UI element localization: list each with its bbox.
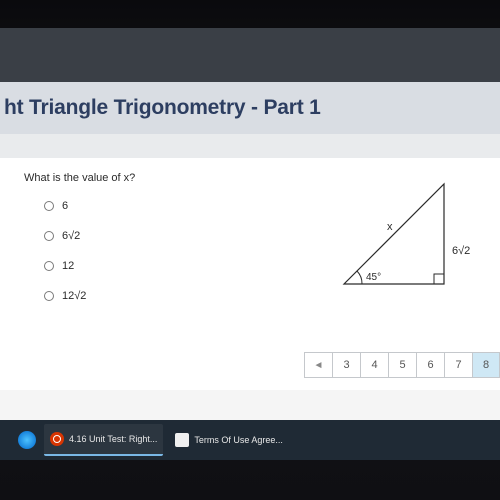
start-button[interactable]: [16, 429, 38, 451]
option-label: 12: [62, 260, 74, 272]
pager-prev-button[interactable]: ◄: [304, 352, 332, 378]
angle-label: 45°: [366, 272, 381, 283]
windows-logo-icon: [18, 431, 36, 449]
browser-chrome-area: [0, 28, 500, 82]
radio-icon: [44, 201, 54, 211]
question-panel: What is the value of x? 6 6√2 12 12√2: [0, 158, 500, 390]
pager-page-8[interactable]: 8: [472, 352, 500, 378]
triangle-diagram: 45° x 6√2: [334, 174, 474, 294]
taskbar-item-label: Terms Of Use Agree...: [194, 435, 283, 445]
sub-header-band: [0, 134, 500, 158]
option-label: 6: [62, 200, 68, 212]
option-label: 6√2: [62, 230, 80, 242]
taskbar-item-unit-test[interactable]: 4.16 Unit Test: Right...: [44, 424, 163, 456]
option-4[interactable]: 12√2: [44, 290, 86, 302]
canvas-app-icon: [50, 432, 64, 446]
pager-page-3[interactable]: 3: [332, 352, 360, 378]
hypotenuse-label: x: [387, 221, 393, 233]
pager-page-4[interactable]: 4: [360, 352, 388, 378]
option-label: 12√2: [62, 290, 86, 302]
windows-taskbar: 4.16 Unit Test: Right... Terms Of Use Ag…: [0, 420, 500, 460]
taskbar-item-terms[interactable]: Terms Of Use Agree...: [169, 424, 289, 456]
option-1[interactable]: 6: [44, 200, 68, 212]
pager-page-6[interactable]: 6: [416, 352, 444, 378]
document-icon: [175, 433, 189, 447]
pager-page-7[interactable]: 7: [444, 352, 472, 378]
pager-page-5[interactable]: 5: [388, 352, 416, 378]
radio-icon: [44, 231, 54, 241]
radio-icon: [44, 291, 54, 301]
page-header-band: ht Triangle Trigonometry - Part 1: [0, 82, 500, 134]
option-3[interactable]: 12: [44, 260, 74, 272]
question-prompt: What is the value of x?: [24, 172, 135, 184]
base-label: 6√2: [452, 245, 470, 257]
question-pager: ◄ 3 4 5 6 7 8: [304, 352, 500, 378]
taskbar-item-label: 4.16 Unit Test: Right...: [69, 434, 157, 444]
radio-icon: [44, 261, 54, 271]
option-2[interactable]: 6√2: [44, 230, 80, 242]
page-title: ht Triangle Trigonometry - Part 1: [4, 96, 321, 120]
